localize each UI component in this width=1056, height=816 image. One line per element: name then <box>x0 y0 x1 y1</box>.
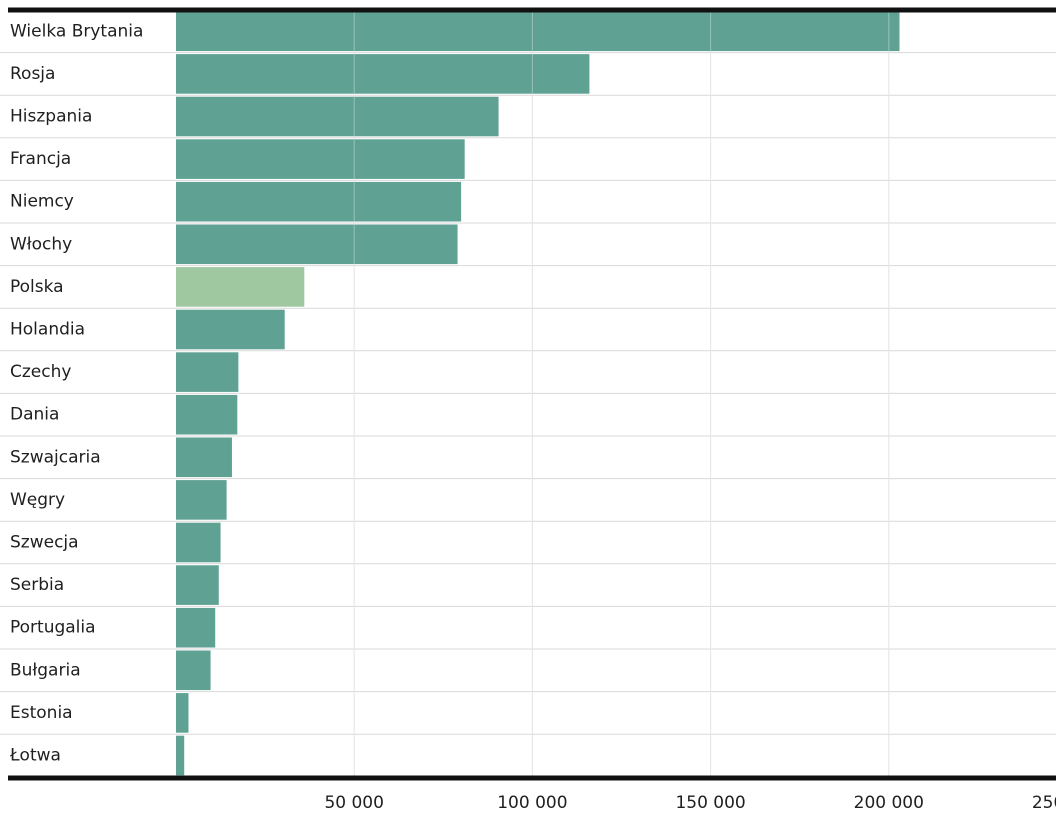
x-tick-labels: 50 000 100 000 150 000 200 000 250 000 <box>324 793 1056 813</box>
bar-16 <box>176 693 189 733</box>
bar-8 <box>176 352 239 392</box>
bar-14 <box>176 607 216 648</box>
category-label-16: Estonia <box>10 703 73 723</box>
category-label-14: Portugalia <box>10 618 96 638</box>
bar-13 <box>176 565 219 605</box>
category-label-10: Szwajcaria <box>10 447 101 467</box>
bars-layer <box>176 11 900 776</box>
category-label-6: Polska <box>10 277 64 297</box>
x-tick-label-1: 100 000 <box>497 793 567 813</box>
category-label-9: Dania <box>10 405 59 425</box>
bar-3 <box>176 139 465 179</box>
category-label-5: Włochy <box>10 234 72 254</box>
category-label-4: Niemcy <box>10 192 74 212</box>
category-label-0: Wielka Brytania <box>10 21 143 41</box>
x-tick-label-3: 200 000 <box>854 793 924 813</box>
bar-1 <box>176 54 590 94</box>
bar-4 <box>176 181 462 222</box>
bar-17 <box>176 735 185 776</box>
category-label-7: Holandia <box>10 320 85 340</box>
category-label-11: Węgry <box>10 490 65 510</box>
bar-12 <box>176 522 221 563</box>
axis-layer <box>8 7 1056 781</box>
category-label-3: Francja <box>10 149 71 169</box>
x-tick-label-4: 250 000 <box>1032 793 1056 813</box>
bar-2 <box>176 96 499 137</box>
x-tick-label-0: 50 000 <box>324 793 383 813</box>
bar-10 <box>176 437 232 478</box>
grid-over-bars <box>353 10 890 778</box>
bar-0 <box>176 11 900 52</box>
category-label-12: Szwecja <box>10 533 79 553</box>
bar-15 <box>176 650 211 691</box>
bar-5 <box>176 224 458 265</box>
category-label-13: Serbia <box>10 575 64 595</box>
category-label-1: Rosja <box>10 64 55 84</box>
row-labels: Wielka Brytania Rosja Hiszpania Francja Niem… <box>9 21 143 765</box>
bar-11 <box>176 480 227 520</box>
category-label-17: Łotwa <box>9 746 61 766</box>
category-label-15: Bułgaria <box>10 660 81 680</box>
category-label-8: Czechy <box>10 362 71 382</box>
bar-6 <box>176 267 305 307</box>
category-label-2: Hiszpania <box>10 107 92 127</box>
row-separators <box>0 52 1056 735</box>
x-tick-label-2: 150 000 <box>675 793 745 813</box>
bar-7 <box>176 309 285 350</box>
bar-9 <box>176 394 238 435</box>
